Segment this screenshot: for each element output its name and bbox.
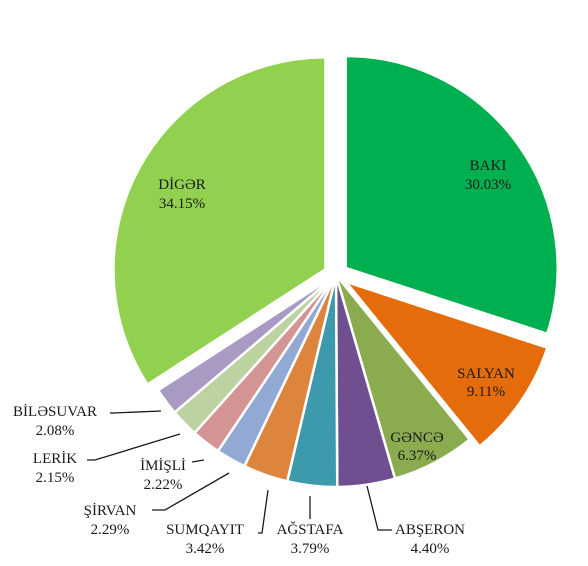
label-sirvan-name: ŞİRVAN xyxy=(84,503,137,519)
pie-slice-diger xyxy=(112,56,327,386)
label-sumqayit-name: SUMQAYIT xyxy=(166,522,244,538)
leader-line-sumqayit xyxy=(258,489,269,534)
leader-line-imisli xyxy=(191,459,205,463)
label-agstafa-value: 3.79% xyxy=(291,541,330,557)
label-lerik-value: 2.15% xyxy=(36,470,75,486)
label-sirvan-value: 2.29% xyxy=(91,522,130,538)
label-bilesuvar-name: BİLƏSUVAR xyxy=(13,404,97,420)
leader-line-sirvan xyxy=(152,472,230,511)
label-imisli-name: İMİŞLİ xyxy=(140,458,186,474)
pie-slice-baki xyxy=(344,54,559,336)
label-abseron-value: 4.40% xyxy=(411,541,450,557)
label-imisli-value: 2.22% xyxy=(144,477,183,493)
label-salyan-value: 9.11% xyxy=(467,384,505,400)
leader-line-lerik xyxy=(87,433,181,461)
pie-slice-bilesuvar xyxy=(156,273,338,414)
leader-lines xyxy=(87,410,392,534)
label-bilesuvar-value: 2.08% xyxy=(36,423,75,439)
slice-labels: BAKI 30.03% SALYAN 9.11% GƏNCƏ 6.37% ABŞ… xyxy=(13,158,515,557)
label-gence-name: GƏNCƏ xyxy=(390,430,444,446)
label-sumqayit-value: 3.42% xyxy=(186,541,225,557)
pie-slice-salyan xyxy=(344,280,549,448)
label-baki-value: 30.03% xyxy=(465,177,511,193)
label-abseron-name: ABŞERON xyxy=(395,522,465,538)
label-diger-value: 34.15% xyxy=(159,196,205,212)
label-baki-name: BAKI xyxy=(470,158,507,174)
label-salyan-name: SALYAN xyxy=(457,366,515,382)
label-agstafa-name: AĞSTAFA xyxy=(277,521,344,538)
label-diger-name: DİGƏR xyxy=(158,177,206,193)
leader-line-abseron xyxy=(366,485,392,531)
label-gence-value: 6.37% xyxy=(398,448,437,464)
pie-slices xyxy=(112,54,559,489)
label-lerik-name: LERİK xyxy=(33,451,77,467)
leader-line-bilesuvar xyxy=(110,410,162,414)
